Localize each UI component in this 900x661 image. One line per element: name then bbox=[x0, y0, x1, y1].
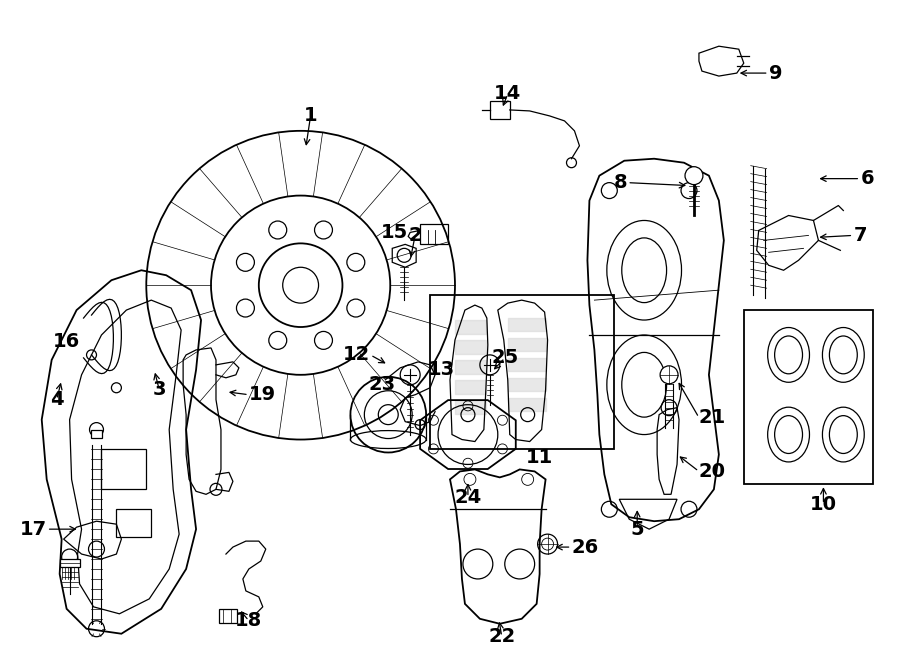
Text: 3: 3 bbox=[152, 380, 166, 399]
Circle shape bbox=[346, 253, 364, 271]
Text: 13: 13 bbox=[428, 360, 455, 379]
Bar bbox=[430, 295, 615, 449]
Circle shape bbox=[314, 331, 332, 350]
Text: 15: 15 bbox=[381, 223, 409, 242]
Circle shape bbox=[660, 366, 678, 384]
Text: 23: 23 bbox=[369, 375, 396, 394]
Text: 25: 25 bbox=[491, 348, 518, 368]
Text: 8: 8 bbox=[614, 173, 627, 192]
Text: 22: 22 bbox=[488, 627, 516, 646]
Text: 21: 21 bbox=[699, 408, 726, 427]
Text: 18: 18 bbox=[235, 611, 263, 631]
Text: 16: 16 bbox=[52, 332, 79, 352]
Text: 4: 4 bbox=[50, 390, 64, 409]
Circle shape bbox=[269, 331, 287, 350]
Text: 7: 7 bbox=[853, 226, 867, 245]
Circle shape bbox=[346, 299, 364, 317]
Text: 6: 6 bbox=[860, 169, 874, 188]
Text: 5: 5 bbox=[630, 520, 644, 539]
Text: 24: 24 bbox=[454, 488, 482, 507]
Text: 11: 11 bbox=[526, 448, 554, 467]
Text: 19: 19 bbox=[248, 385, 276, 405]
Text: 14: 14 bbox=[494, 85, 521, 104]
Circle shape bbox=[685, 167, 703, 184]
Text: 2: 2 bbox=[409, 226, 422, 245]
Circle shape bbox=[237, 299, 255, 317]
Text: 26: 26 bbox=[572, 537, 598, 557]
Polygon shape bbox=[59, 559, 79, 567]
Bar bbox=[102, 449, 147, 489]
Circle shape bbox=[61, 549, 77, 565]
Circle shape bbox=[314, 221, 332, 239]
Text: 12: 12 bbox=[343, 346, 370, 364]
Circle shape bbox=[89, 422, 104, 436]
Circle shape bbox=[269, 221, 287, 239]
Text: 17: 17 bbox=[20, 520, 47, 539]
Text: 9: 9 bbox=[769, 63, 782, 83]
Bar bbox=[420, 225, 448, 245]
Text: 10: 10 bbox=[810, 495, 837, 514]
Text: 20: 20 bbox=[699, 462, 726, 481]
Bar bbox=[219, 609, 237, 623]
Text: 1: 1 bbox=[304, 106, 318, 126]
Bar bbox=[91, 430, 103, 438]
Bar bbox=[743, 310, 873, 485]
Circle shape bbox=[237, 253, 255, 271]
Bar bbox=[116, 509, 151, 537]
